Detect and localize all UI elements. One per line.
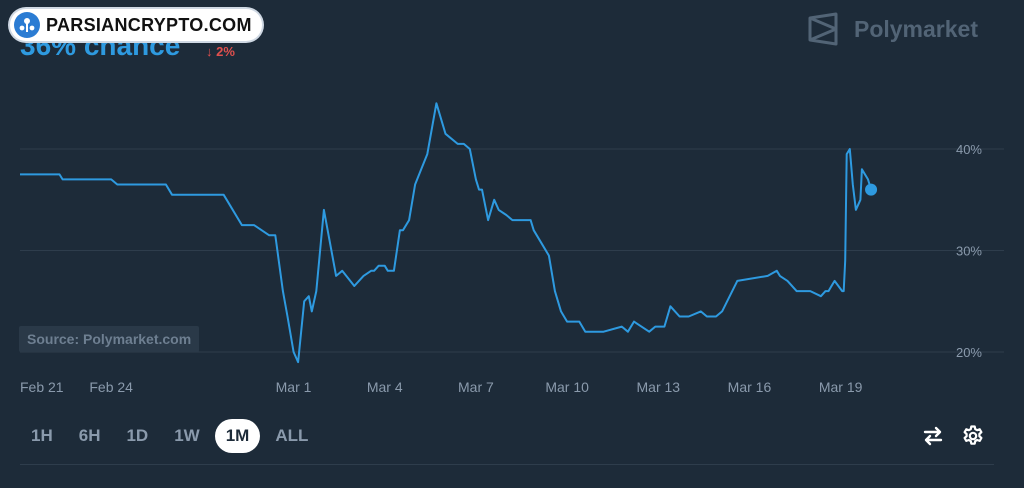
range-selector: 1H 6H 1D 1W 1M ALL xyxy=(20,419,319,453)
range-6h-button[interactable]: 6H xyxy=(78,426,101,445)
range-1w-button[interactable]: 1W xyxy=(174,426,200,445)
range-1d-button[interactable]: 1D xyxy=(126,426,149,445)
y-axis: 20% 30% 40% xyxy=(956,142,982,360)
delta-badge: ↓ 2% xyxy=(206,44,235,59)
grid-layer xyxy=(20,148,1004,353)
watermark: PARSIANCRYPTO.COM xyxy=(10,9,262,41)
delta-value: 2% xyxy=(216,44,235,59)
x-tick-label: Mar 1 xyxy=(276,379,312,395)
price-chart: 20% 30% 40% Feb 21 Feb 24 Mar 1 Mar 4 Mar 7 Mar… xyxy=(20,102,1004,395)
x-tick-label: Mar 4 xyxy=(367,379,403,395)
range-1m-button[interactable]: 1M xyxy=(214,419,261,453)
range-all-button[interactable]: ALL xyxy=(275,426,309,445)
watermark-text: PARSIANCRYPTO.COM xyxy=(46,14,252,35)
brand: Polymarket xyxy=(806,12,978,46)
x-tick-label: Mar 7 xyxy=(458,379,494,395)
line-layer xyxy=(20,102,878,364)
bottom-divider xyxy=(20,464,994,465)
x-tick-label: Mar 19 xyxy=(819,379,863,395)
x-tick-label: Mar 10 xyxy=(545,379,589,395)
x-tick-label: Feb 24 xyxy=(89,379,133,395)
current-value-marker xyxy=(865,183,878,196)
x-axis: Feb 21 Feb 24 Mar 1 Mar 4 Mar 7 Mar 10 Mar 13 M… xyxy=(20,379,863,395)
x-tick-label: Mar 13 xyxy=(637,379,681,395)
x-tick-label: Mar 16 xyxy=(728,379,772,395)
range-1h-button[interactable]: 1H xyxy=(31,426,53,445)
y-tick-label: 40% xyxy=(956,142,982,157)
swap-arrows-icon[interactable] xyxy=(921,424,945,448)
y-tick-label: 30% xyxy=(956,244,982,259)
brand-name: Polymarket xyxy=(853,15,978,42)
series-line xyxy=(20,102,873,364)
arrow-down-icon: ↓ xyxy=(206,44,213,59)
source-label: Source: Polymarket.com xyxy=(19,326,200,352)
x-tick-label: Feb 21 xyxy=(20,379,64,395)
gear-icon[interactable] xyxy=(961,424,985,448)
watermark-logo-icon xyxy=(14,12,40,38)
y-tick-label: 20% xyxy=(956,345,982,360)
polymarket-logo-icon xyxy=(808,12,838,46)
